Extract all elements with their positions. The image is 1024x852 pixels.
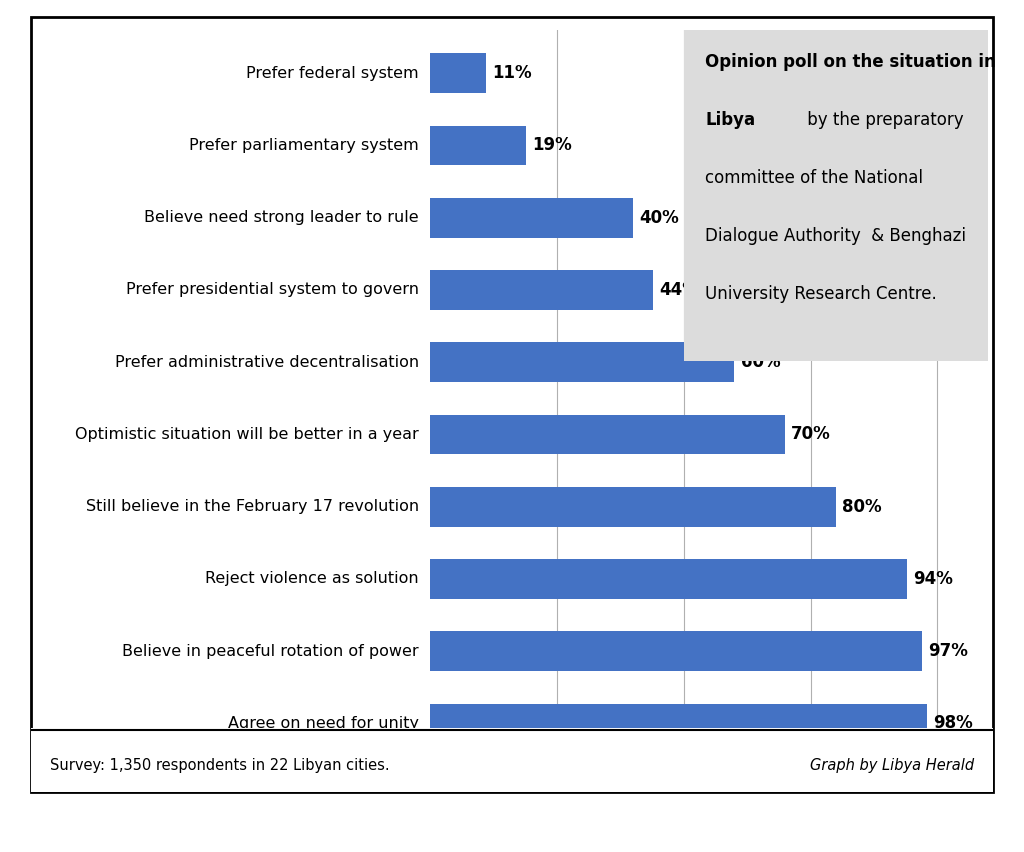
Text: Prefer federal system: Prefer federal system <box>247 66 419 81</box>
Text: Survey: 1,350 respondents in 22 Libyan cities.: Survey: 1,350 respondents in 22 Libyan c… <box>50 758 389 773</box>
Text: Still believe in the February 17 revolution: Still believe in the February 17 revolut… <box>86 499 419 515</box>
Text: 97%: 97% <box>929 642 968 660</box>
Text: 98%: 98% <box>933 715 973 733</box>
Text: Libya: Libya <box>706 111 755 129</box>
Text: Graph by Libya Herald: Graph by Libya Herald <box>810 758 974 773</box>
Text: 80%: 80% <box>842 498 882 515</box>
Text: Believe need strong leader to rule: Believe need strong leader to rule <box>144 210 419 225</box>
Text: Believe in peaceful rotation of power: Believe in peaceful rotation of power <box>122 644 419 659</box>
Text: 40%: 40% <box>639 209 679 227</box>
Text: Prefer presidential system to govern: Prefer presidential system to govern <box>126 282 419 297</box>
Bar <box>430 631 923 671</box>
Bar <box>430 198 633 238</box>
Bar <box>430 704 928 743</box>
Text: Prefer administrative decentralisation: Prefer administrative decentralisation <box>115 354 419 370</box>
Text: Agree on need for unity: Agree on need for unity <box>228 716 419 731</box>
Text: by the preparatory: by the preparatory <box>803 111 965 129</box>
Text: University Research Centre.: University Research Centre. <box>706 285 937 303</box>
Text: 94%: 94% <box>913 570 953 588</box>
Bar <box>430 270 653 310</box>
Bar <box>430 343 734 382</box>
Text: Prefer parliamentary system: Prefer parliamentary system <box>189 138 419 153</box>
Text: 19%: 19% <box>532 136 572 154</box>
Text: 60%: 60% <box>740 354 780 371</box>
Text: Reject violence as solution: Reject violence as solution <box>205 572 419 586</box>
Bar <box>430 54 485 93</box>
Text: 11%: 11% <box>492 64 531 82</box>
Bar <box>430 486 836 527</box>
Bar <box>430 559 907 599</box>
Text: committee of the National: committee of the National <box>706 169 923 187</box>
Text: Dialogue Authority  & Benghazi: Dialogue Authority & Benghazi <box>706 227 966 245</box>
Text: Optimistic situation will be better in a year: Optimistic situation will be better in a… <box>75 427 419 442</box>
Text: Opinion poll on the situation in: Opinion poll on the situation in <box>706 53 995 71</box>
Bar <box>430 415 785 454</box>
Bar <box>430 125 526 165</box>
Text: 44%: 44% <box>659 281 699 299</box>
Text: 70%: 70% <box>792 425 831 443</box>
